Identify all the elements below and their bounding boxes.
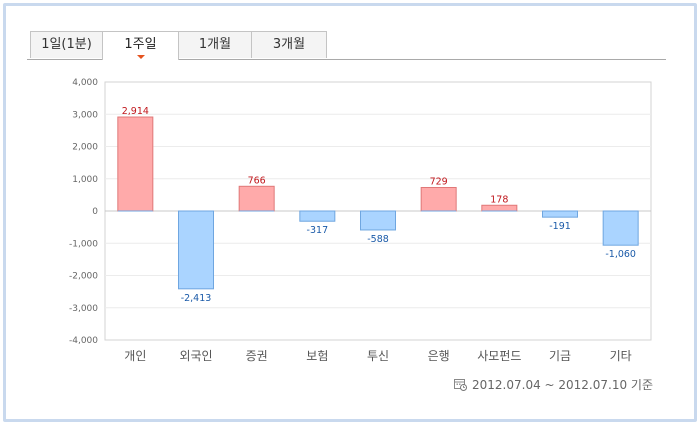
period-tabs: 1일(1분) 1주일 1개월 3개월: [27, 31, 666, 60]
bar-6: [420, 186, 457, 212]
value-label: -317: [307, 225, 329, 236]
tab-1month[interactable]: 1개월: [178, 31, 252, 58]
y-tick-label: 3,000: [72, 110, 98, 120]
bar-2: [178, 210, 214, 290]
bar-3: [238, 185, 275, 212]
y-tick-label: 0: [92, 207, 98, 217]
category-label: 개인: [124, 349, 146, 363]
category-label: 증권: [246, 349, 268, 363]
bar-9: [602, 210, 639, 246]
tab-3month[interactable]: 3개월: [251, 31, 327, 58]
tab-label: 1일(1분): [41, 37, 92, 52]
calendar-clock-icon: [454, 379, 467, 391]
bar-4: [299, 210, 336, 222]
value-label: 729: [430, 176, 448, 187]
value-label: 766: [248, 175, 266, 186]
tab-label: 3개월: [272, 37, 306, 52]
bars: [117, 116, 639, 290]
y-tick-label: -4,000: [69, 336, 98, 346]
category-label: 사모펀드: [477, 349, 521, 363]
bar-5: [360, 210, 396, 231]
value-label: -1,060: [605, 249, 636, 260]
y-tick-label: 1,000: [72, 175, 98, 185]
y-tick-label: -1,000: [69, 239, 98, 249]
category-label: 기금: [549, 349, 571, 363]
category-label: 외국인: [179, 349, 212, 363]
period-footer: 2012.07.04 ~ 2012.07.10 기준: [454, 376, 653, 393]
category-labels: 개인 외국인 증권 보험 투신 은행 사모펀드 기금 기타: [124, 348, 631, 363]
value-label: -191: [549, 221, 571, 232]
tab-label: 1개월: [198, 37, 232, 52]
category-label: 은행: [428, 348, 450, 363]
category-label: 투신: [367, 349, 389, 363]
category-label: 보험: [306, 349, 328, 363]
tab-label: 1주일: [124, 37, 157, 52]
y-tick-label: 2,000: [72, 143, 98, 153]
value-label: -588: [367, 234, 389, 245]
category-label: 기타: [610, 349, 632, 363]
tab-1day[interactable]: 1일(1분): [30, 31, 103, 58]
value-label: -2,413: [181, 293, 212, 304]
bar-8: [542, 210, 578, 218]
y-tick-label: -2,000: [69, 272, 98, 282]
value-label: 2,914: [122, 106, 149, 117]
bar-7: [481, 204, 518, 212]
bar-1: [117, 116, 154, 212]
active-tab-marker-icon: [136, 55, 145, 59]
value-labels: 2,914 -2,413 766 -317 -588 729 178 -191 -1,060: [122, 106, 636, 304]
period-label: 2012.07.04 ~ 2012.07.10 기준: [472, 378, 653, 392]
y-tick-label: 4,000: [72, 78, 98, 88]
y-tick-label: -3,000: [69, 304, 98, 314]
y-axis-labels: 4,000 3,000 2,000 1,000 0 -1,000 -2,000 -3,000 -…: [69, 78, 98, 346]
value-label: 178: [490, 194, 508, 205]
